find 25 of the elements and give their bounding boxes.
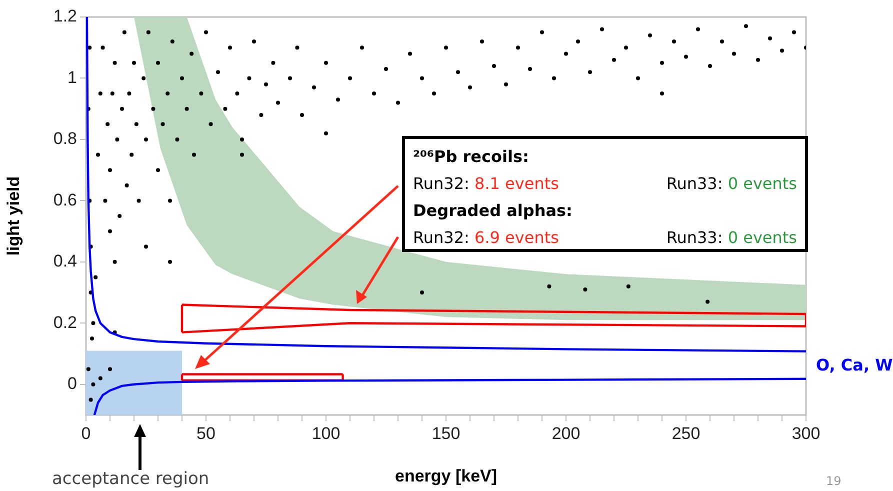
y-tick-label: 0.6 — [53, 190, 77, 210]
annotation: ²⁰⁶Pb recoils: — [413, 146, 530, 168]
text: acceptance region — [52, 469, 210, 489]
y-axis-title: light yield — [4, 176, 23, 256]
y-tick-label: 0 — [68, 374, 77, 394]
x-tick-label: 250 — [672, 424, 700, 443]
x-tick-label: 200 — [552, 424, 580, 443]
y-tick-label: 1 — [68, 68, 77, 87]
y-tick-label: 1.2 — [53, 6, 77, 26]
annotation: Run33: 0 events — [666, 173, 797, 195]
x-axis-title: energy [keV] — [394, 466, 498, 486]
annotation: Run32: 6.9 events — [413, 227, 559, 249]
annotation: Run33: 0 events — [666, 227, 797, 249]
text: 19 — [826, 474, 842, 488]
series-label: O, Ca, W — [816, 355, 893, 374]
x-tick-label: 50 — [196, 424, 216, 443]
y-tick-label: 0.4 — [53, 252, 77, 271]
y-tick-label: 0.2 — [53, 312, 77, 332]
x-tick-label: 150 — [432, 424, 460, 443]
annotation: Run32: 8.1 events — [413, 173, 559, 195]
x-tick-label: 100 — [312, 424, 340, 443]
y-tick-label: 0.8 — [53, 129, 77, 148]
x-tick-label: 300 — [792, 424, 820, 443]
x-tick-label: 0 — [81, 424, 91, 443]
annotation: Degraded alphas: — [413, 200, 574, 222]
